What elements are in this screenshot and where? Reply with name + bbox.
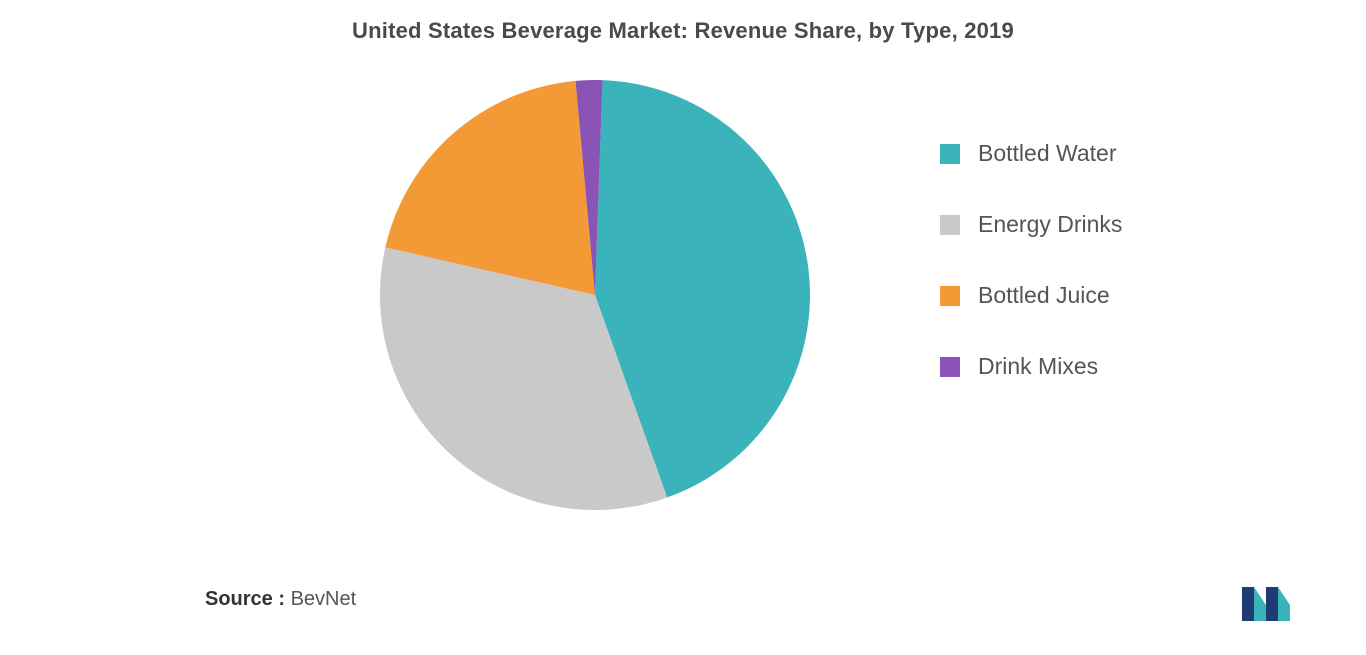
legend-swatch bbox=[940, 357, 960, 377]
source-value: BevNet bbox=[291, 588, 357, 610]
legend-item-energy-drinks: Energy Drinks bbox=[940, 211, 1122, 238]
legend-label: Bottled Water bbox=[978, 140, 1116, 167]
brand-logo bbox=[1240, 581, 1306, 621]
legend-label: Drink Mixes bbox=[978, 353, 1098, 380]
legend-item-bottled-juice: Bottled Juice bbox=[940, 282, 1122, 309]
pie-chart bbox=[380, 80, 810, 510]
legend: Bottled Water Energy Drinks Bottled Juice D… bbox=[940, 140, 1122, 380]
source-line: Source : BevNet bbox=[205, 588, 356, 611]
legend-swatch bbox=[940, 144, 960, 164]
legend-label: Bottled Juice bbox=[978, 282, 1110, 309]
chart-title: United States Beverage Market: Revenue S… bbox=[0, 18, 1366, 44]
legend-swatch bbox=[940, 286, 960, 306]
legend-item-drink-mixes: Drink Mixes bbox=[940, 353, 1122, 380]
source-label: Source : bbox=[205, 588, 285, 610]
legend-item-bottled-water: Bottled Water bbox=[940, 140, 1122, 167]
legend-label: Energy Drinks bbox=[978, 211, 1122, 238]
legend-swatch bbox=[940, 215, 960, 235]
